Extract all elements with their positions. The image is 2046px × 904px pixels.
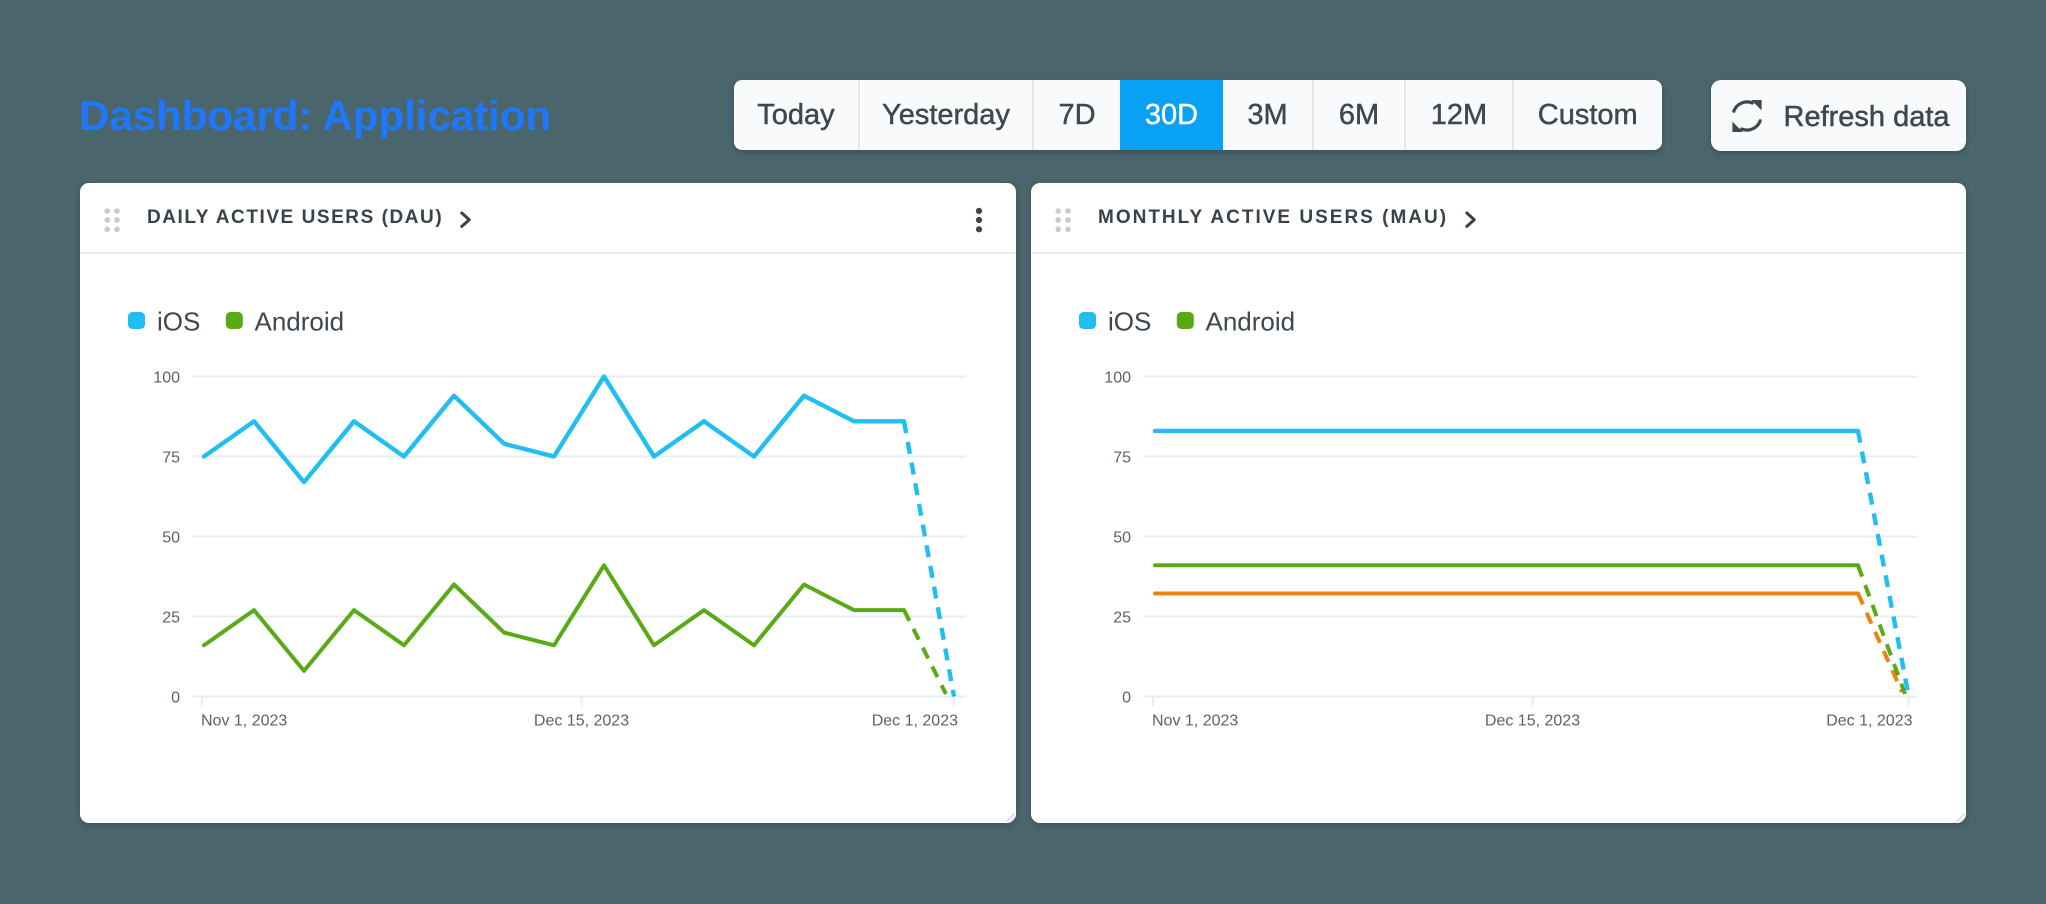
svg-text:Dec 15, 2023: Dec 15, 2023	[534, 713, 629, 730]
svg-text:50: 50	[1113, 529, 1131, 546]
svg-text:Android: Android	[1206, 307, 1296, 337]
svg-text:Android: Android	[255, 307, 345, 337]
svg-text:Dec 15, 2023: Dec 15, 2023	[1485, 713, 1580, 730]
svg-text:Nov 1, 2023: Nov 1, 2023	[201, 713, 287, 730]
svg-text:25: 25	[1113, 609, 1131, 626]
svg-text:75: 75	[1113, 449, 1131, 466]
svg-text:75: 75	[162, 449, 180, 466]
svg-text:0: 0	[1122, 689, 1131, 706]
svg-text:iOS: iOS	[1108, 307, 1151, 337]
svg-text:25: 25	[162, 609, 180, 626]
svg-text:Dec 1, 2023: Dec 1, 2023	[872, 713, 958, 730]
svg-text:100: 100	[1104, 369, 1131, 386]
svg-text:Dec 1, 2023: Dec 1, 2023	[1826, 713, 1912, 730]
svg-text:0: 0	[171, 689, 180, 706]
svg-text:50: 50	[162, 529, 180, 546]
svg-text:iOS: iOS	[157, 307, 200, 337]
svg-text:Nov 1, 2023: Nov 1, 2023	[1152, 713, 1238, 730]
svg-text:100: 100	[153, 369, 180, 386]
